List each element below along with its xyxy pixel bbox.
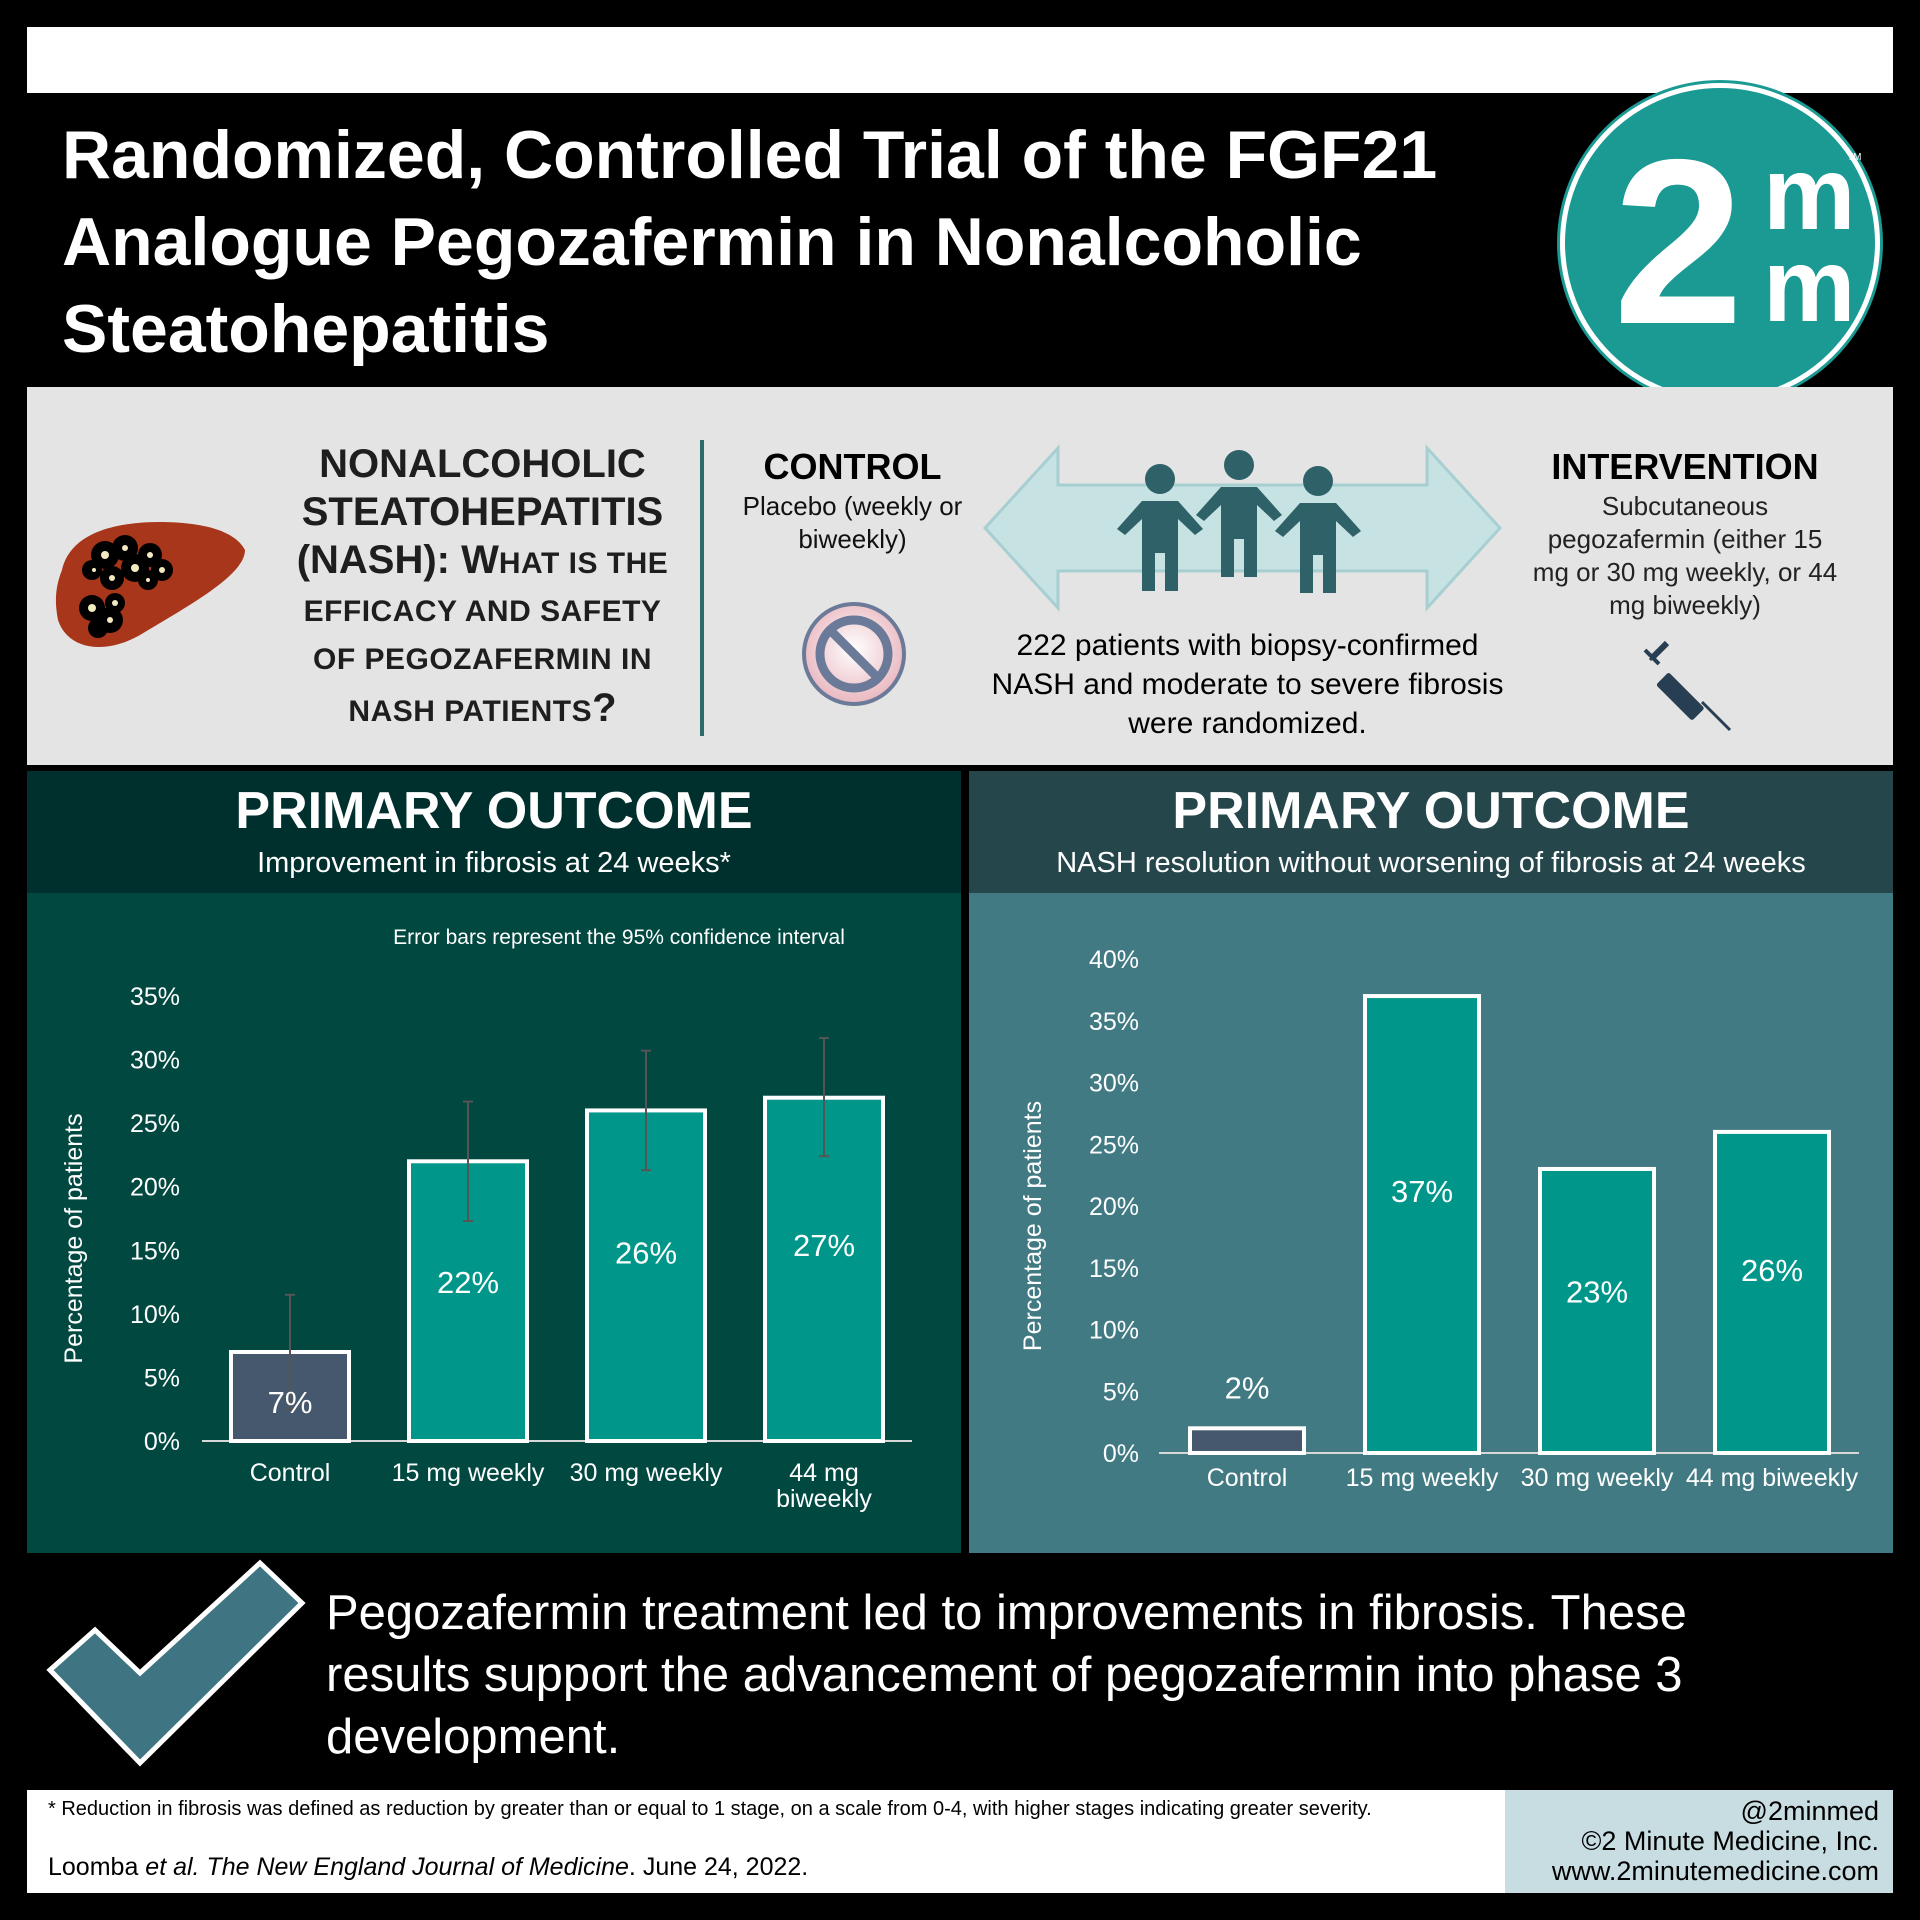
control-text: Placebo (weekly or biweekly) (742, 491, 963, 554)
study-design-panel (27, 387, 1893, 765)
y-tick-label: 5% (144, 1364, 180, 1392)
data-label: 23% (1566, 1274, 1628, 1309)
page-title: Randomized, Controlled Trial of the FGF2… (62, 117, 1438, 367)
patients-icon (1117, 450, 1361, 593)
x-category-label: 44 mg biweekly (1686, 1464, 1859, 1492)
data-label: 2% (1225, 1370, 1270, 1405)
citation: Loomba et al. The New England Journal of… (48, 1853, 808, 1882)
right-outcome-subtitle: NASH resolution without worsening of fib… (1056, 847, 1806, 879)
left-outcome-title: PRIMARY OUTCOME (235, 782, 753, 840)
social-handle: @2minmed (1740, 1796, 1879, 1826)
y-tick-label: 35% (1089, 1008, 1139, 1036)
bar (1713, 1129, 1831, 1455)
bar (1188, 1426, 1306, 1455)
syringe-icon (1643, 640, 1732, 732)
website-link[interactable]: www.2minutemedicine.com (1551, 1856, 1879, 1886)
x-category-label: 15 mg weekly (392, 1459, 545, 1487)
y-tick-label: 15% (130, 1237, 180, 1265)
data-label: 26% (1741, 1253, 1803, 1288)
patients-text: 222 patients with biopsy-confirmed NASH … (991, 629, 1504, 740)
bar (1363, 994, 1481, 1456)
y-tick-label: 15% (1089, 1255, 1139, 1283)
x-category-label: 44 mg (789, 1459, 858, 1487)
intervention-text: Subcutaneous pegozafermin (either 15 mg … (1532, 491, 1838, 620)
credit-box: @2minmed ©2 Minute Medicine, Inc. www.2m… (1505, 1790, 1893, 1893)
conclusion-text: Pegozafermin treatment led to improvemen… (326, 1586, 1687, 1764)
intervention-heading: INTERVENTION (1551, 446, 1819, 487)
y-tick-label: 30% (1089, 1070, 1139, 1098)
y-tick-label: 5% (1103, 1378, 1139, 1406)
y-tick-label: 20% (1089, 1193, 1139, 1221)
question-line: NONALCOHOLIC (319, 442, 646, 486)
y-tick-label: 25% (130, 1110, 180, 1138)
question-line: OF PEGOZAFERMIN IN (313, 643, 652, 676)
question-line: ? (592, 686, 617, 730)
top-strip (27, 27, 1893, 93)
prohibited-icon (802, 602, 906, 706)
y-tick-label: 10% (1089, 1317, 1139, 1345)
y-tick-label: 0% (1103, 1440, 1139, 1468)
data-label: 7% (268, 1385, 313, 1420)
y-tick-label: 40% (1089, 946, 1139, 974)
y-tick-label: 30% (130, 1047, 180, 1075)
x-category-label: 15 mg weekly (1346, 1464, 1499, 1492)
conclusion-box (106, 1561, 1893, 1790)
chart-annotation: Error bars represent the 95% confidence … (393, 926, 845, 949)
y-tick-label: 35% (130, 983, 180, 1011)
citation-etal: et al. (145, 1853, 200, 1881)
data-label: 22% (437, 1265, 499, 1300)
divider (700, 440, 704, 736)
question-line: NASH PATIENTS (348, 695, 593, 728)
copyright: ©2 Minute Medicine, Inc. (1581, 1826, 1879, 1856)
citation-authors: Loomba (48, 1853, 146, 1881)
citation-journal: The New England Journal of Medicine (199, 1853, 629, 1881)
nash-resolution-bar-chart: 0% 5% 10% 15% 20% 25% 30% 35% 40% Percentage of p… (1019, 946, 1859, 1492)
x-category-label: Control (1207, 1464, 1288, 1492)
y-tick-label: 25% (1089, 1131, 1139, 1159)
question-line: STEATOHEPATITIS (301, 490, 664, 534)
x-category-label: 30 mg weekly (1521, 1464, 1674, 1492)
x-category-label: biweekly (776, 1485, 872, 1513)
y-tick-label: 10% (130, 1301, 180, 1329)
bar (1538, 1166, 1656, 1455)
citation-date: . June 24, 2022. (628, 1853, 809, 1881)
left-chart-panel: Error bars represent the 95% confidence … (27, 893, 961, 1553)
study-question: NONALCOHOLIC STEATOHEPATITIS (NASH): WHA… (280, 440, 685, 736)
left-outcome-header: PRIMARY OUTCOME Improvement in fibrosis … (27, 771, 961, 893)
left-outcome-subtitle: Improvement in fibrosis at 24 weeks* (257, 847, 731, 879)
control-heading: CONTROL (763, 446, 942, 487)
checkmark-icon (46, 1559, 306, 1767)
right-outcome-title: PRIMARY OUTCOME (1172, 782, 1690, 840)
y-tick-label: 0% (144, 1428, 180, 1456)
x-category-label: Control (250, 1459, 331, 1487)
liver-icon (55, 522, 246, 647)
question-line: HAT IS THE (498, 547, 669, 580)
data-label: 26% (615, 1235, 677, 1270)
x-category-label: 30 mg weekly (570, 1459, 723, 1487)
fibrosis-bar-chart: Error bars represent the 95% confidence … (60, 926, 912, 1513)
brand-logo: 2 m m TM (1560, 83, 1880, 403)
question-line: EFFICACY AND SAFETY (303, 595, 662, 628)
right-outcome-header: PRIMARY OUTCOME NASH resolution without … (969, 771, 1893, 893)
data-label: 27% (793, 1228, 855, 1263)
data-label: 37% (1391, 1174, 1453, 1209)
question-line: (NASH): W (296, 538, 499, 582)
y-axis-label: Percentage of patients (1019, 1101, 1047, 1351)
y-tick-label: 20% (130, 1174, 180, 1202)
y-axis-label: Percentage of patients (60, 1113, 88, 1363)
footnote: * Reduction in fibrosis was defined as r… (48, 1798, 1372, 1820)
right-chart-panel: 0% 5% 10% 15% 20% 25% 30% 35% 40% Percentage of p… (969, 893, 1893, 1553)
